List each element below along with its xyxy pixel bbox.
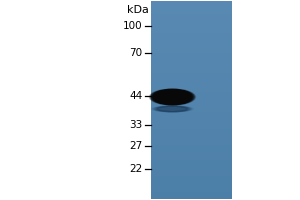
Ellipse shape	[157, 90, 188, 104]
Text: 44: 44	[129, 91, 142, 101]
Ellipse shape	[151, 89, 194, 105]
Ellipse shape	[154, 106, 191, 112]
Ellipse shape	[157, 106, 188, 112]
Ellipse shape	[153, 90, 192, 104]
Text: 70: 70	[129, 48, 142, 58]
Ellipse shape	[156, 90, 189, 104]
Ellipse shape	[154, 90, 190, 104]
Text: 33: 33	[129, 120, 142, 130]
Text: 27: 27	[129, 141, 142, 151]
Ellipse shape	[151, 89, 194, 105]
Ellipse shape	[152, 90, 192, 105]
Text: 100: 100	[123, 21, 142, 31]
Ellipse shape	[158, 90, 188, 104]
Ellipse shape	[158, 106, 187, 112]
Ellipse shape	[155, 90, 189, 104]
Text: kDa: kDa	[127, 5, 148, 15]
Ellipse shape	[152, 106, 193, 112]
Ellipse shape	[154, 90, 191, 104]
Ellipse shape	[152, 89, 193, 105]
Ellipse shape	[149, 89, 196, 105]
Text: 22: 22	[129, 164, 142, 174]
Ellipse shape	[155, 106, 190, 112]
Ellipse shape	[153, 106, 192, 112]
Ellipse shape	[150, 89, 195, 105]
Ellipse shape	[155, 90, 190, 104]
